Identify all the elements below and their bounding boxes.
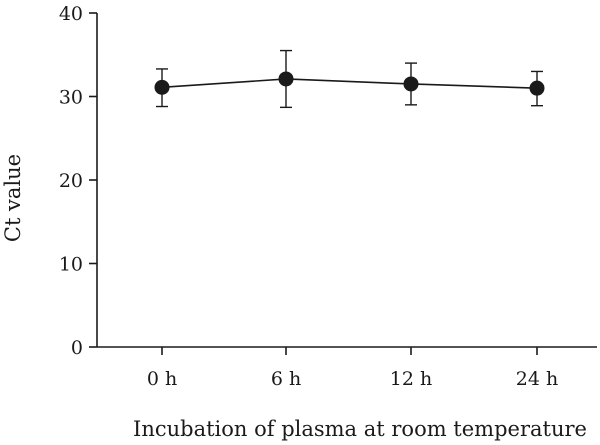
data-point (403, 76, 419, 92)
y-ticks: 0 10 20 30 40 (59, 3, 97, 359)
data-points (154, 71, 545, 96)
axes (96, 13, 597, 348)
x-tick-label: 0 h (147, 368, 177, 390)
data-point (278, 71, 294, 87)
y-tick-label: 30 (59, 87, 83, 109)
y-tick-label: 40 (59, 3, 83, 25)
error-bars (156, 49, 543, 109)
y-tick-label: 20 (59, 170, 83, 192)
x-tick-label: 24 h (516, 368, 558, 390)
x-tick-label: 12 h (390, 368, 432, 390)
y-tick-label: 10 (59, 254, 83, 276)
x-axis-title: Incubation of plasma at room temperature (133, 417, 587, 441)
data-point (154, 79, 170, 95)
series-line (161, 78, 538, 89)
y-axis-title: Ct value (1, 154, 25, 242)
x-tick-label: 6 h (271, 368, 301, 390)
x-ticks: 0 h 6 h 12 h 24 h (147, 347, 558, 390)
y-tick-label: 0 (71, 337, 83, 359)
data-point (529, 80, 545, 96)
